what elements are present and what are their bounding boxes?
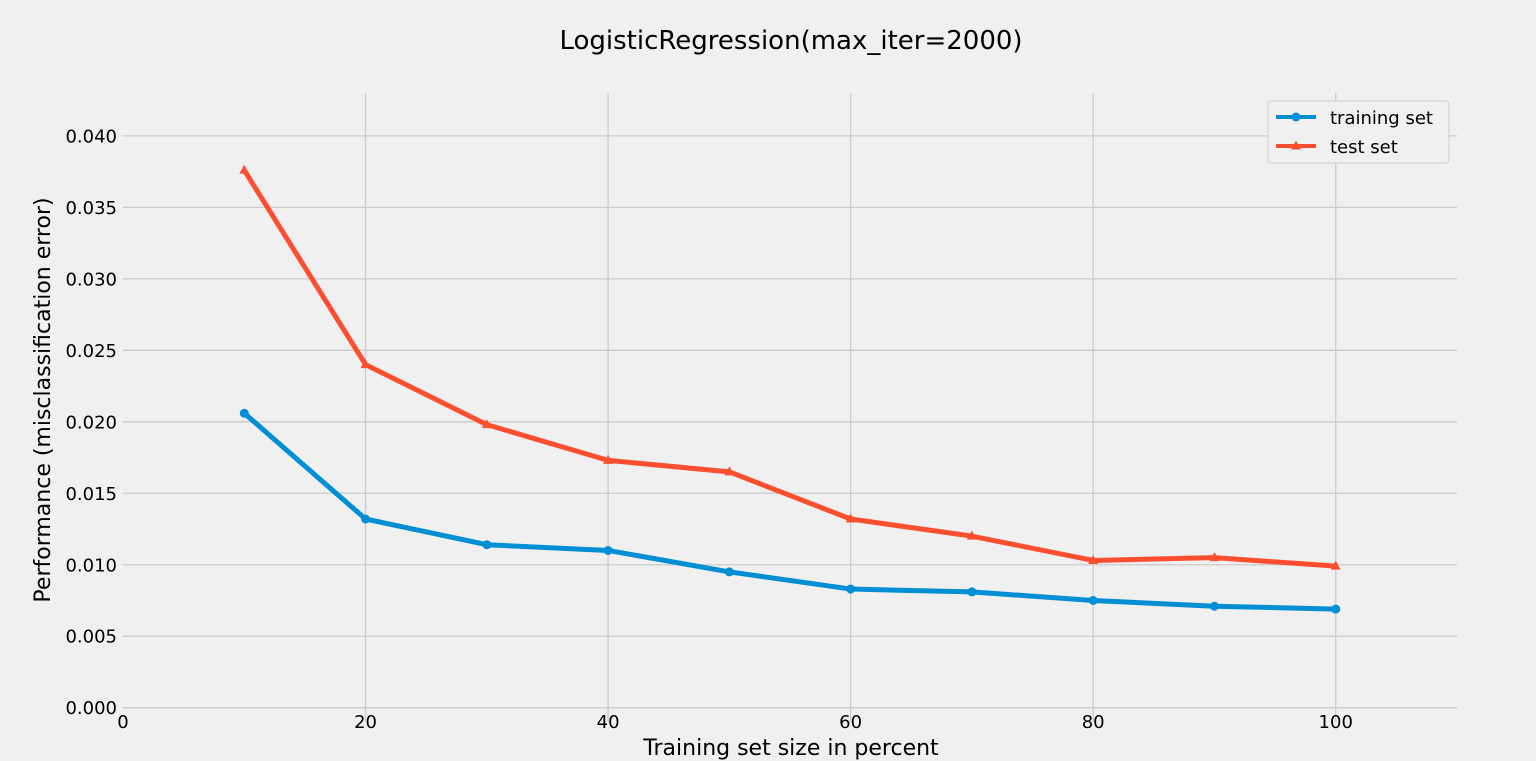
legend: training set test set (1267, 100, 1450, 164)
x-tick-label: 0 (117, 712, 128, 733)
y-tick-label: 0.015 (65, 484, 117, 505)
data-point (1209, 601, 1219, 611)
y-tick-label: 0.030 (65, 269, 117, 290)
data-point (1330, 560, 1341, 570)
data-point (1209, 552, 1220, 562)
grid-lines (123, 93, 1457, 722)
data-point (603, 454, 614, 464)
series-line (241, 410, 1339, 612)
x-tick-labels: 0 20 40 60 80 100 (117, 712, 1353, 733)
y-tick-label: 0.000 (65, 698, 117, 719)
data-point (481, 419, 492, 429)
y-tick-label: 0.035 (65, 198, 117, 219)
legend-entry-training: training set (1276, 108, 1433, 129)
data-point (1088, 554, 1099, 564)
y-tick-label: 0.005 (65, 627, 117, 648)
x-tick-label: 100 (1319, 712, 1353, 733)
series-line (241, 167, 1339, 569)
series-layer (239, 164, 1341, 614)
legend-label-training: training set (1330, 108, 1433, 129)
y-tick-labels: 0.000 0.005 0.010 0.015 0.020 0.025 0.030 0.035… (65, 126, 117, 719)
data-point (603, 545, 613, 555)
data-point (482, 540, 492, 550)
x-tick-label: 40 (597, 712, 620, 733)
plot-area: 0 20 40 60 80 100 0.0000.0050.0100.0150.0200.… (65, 93, 1457, 733)
data-point (239, 408, 249, 418)
y-tick-label: 0.020 (65, 412, 117, 433)
y-axis-label: Performance (misclassification error) (31, 197, 56, 602)
data-point (360, 359, 371, 369)
legend-marker-test (1291, 140, 1301, 150)
data-point (724, 567, 734, 577)
y-tick-label: 0.040 (65, 126, 117, 147)
series-training (239, 408, 1341, 614)
legend-label-test: test set (1330, 137, 1398, 158)
data-point (967, 587, 977, 597)
x-tick-label: 60 (839, 712, 862, 733)
data-point (724, 466, 735, 476)
x-axis-label: Training set size in percent (642, 736, 939, 761)
data-point (966, 530, 977, 540)
legend-entry-test: test set (1276, 137, 1398, 158)
chart-title: LogisticRegression(max_iter=2000) (559, 26, 1022, 56)
series-test (239, 164, 1341, 570)
x-tick-label: 80 (1082, 712, 1105, 733)
data-point (1331, 604, 1341, 614)
data-point (845, 513, 856, 523)
data-point (1088, 595, 1098, 605)
data-point (846, 584, 856, 594)
x-tick-label: 20 (354, 712, 377, 733)
legend-marker-training (1291, 112, 1301, 122)
y-tick-label: 0.025 (65, 341, 117, 362)
data-point (361, 514, 371, 524)
data-point (239, 164, 250, 174)
y-tick-label: 0.010 (65, 555, 117, 576)
